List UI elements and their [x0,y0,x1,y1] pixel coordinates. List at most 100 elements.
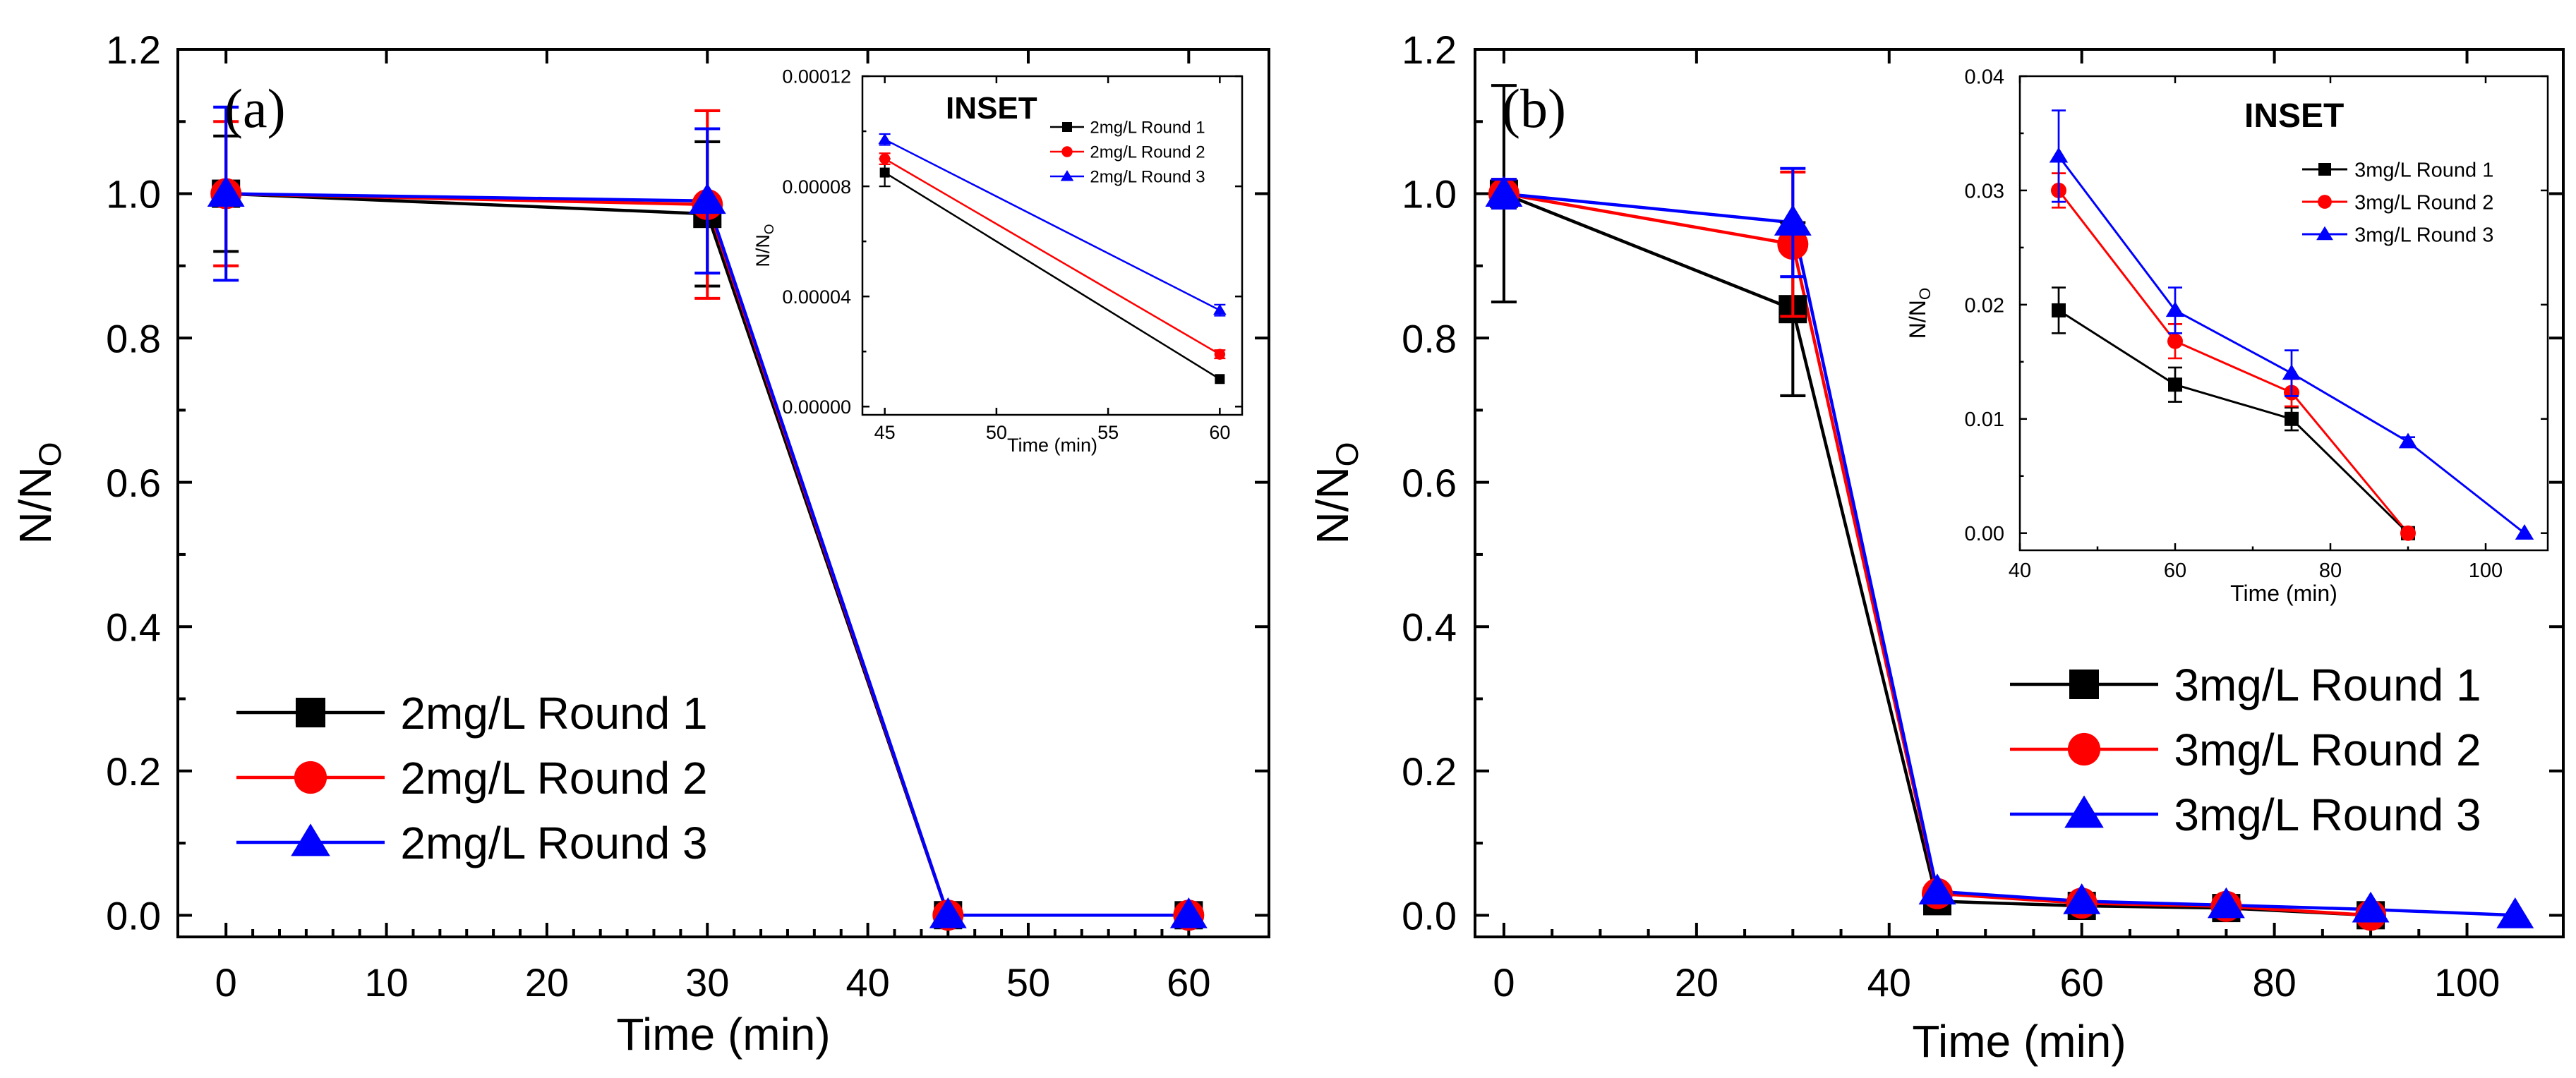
panel-b-inset-series-1-point [2285,411,2299,426]
panel-b-chart: 0 20 40 60 80 100 0.0 0.2 0.4 0.6 0.8 1.0 1.2 Time (m… [1307,28,2565,1067]
panel-b-inset-legend-marker [2316,226,2333,241]
panel-a-y-tick-label: 1.2 [106,28,161,72]
panel-a-x-tick-label: 20 [525,960,569,1005]
panel-a-inset-series-2-point [879,153,891,164]
panel-b-inset-x-tick-label: 60 [2164,559,2186,582]
panel-a-y-tick-label: 1.0 [106,172,161,217]
panel-a-y-tick-label: 0.2 [106,749,161,794]
panel-a-inset-legend-label: 2mg/L Round 3 [1090,168,1205,187]
panel-b-x-tick-label: 80 [2252,960,2296,1005]
panel-a-inset-legend-label: 2mg/L Round 2 [1090,143,1205,162]
panel-a-inset-x-tick-label: 55 [1097,422,1119,443]
panel-b-inset-y-tick-label: 0.00 [1965,523,2004,545]
panel-a-inset-legend-marker [1060,170,1074,181]
panel-a-legend-marker [294,761,327,794]
panel-b-inset-series-2-line [2057,190,2409,534]
panel-a-inset-legend-marker [1062,122,1072,132]
panel-b-y-tick-label: 0.8 [1402,316,1457,361]
panel-a-inset-series-1-point [1215,374,1225,384]
panel-a-inset-series-3-point [878,133,891,145]
panel-b-x-tick-label: 20 [1675,960,1719,1005]
panel-a-legend-marker [291,823,330,856]
panel-a-data [207,105,1208,931]
panel-b-x-tick-label: 40 [1867,960,1911,1005]
panel-b-inset-x-tick-label: 40 [2009,559,2031,582]
panel-a-inset-series-1-line [884,171,1221,380]
panel-b-series-3-point [2496,897,2534,928]
panel-b-y-tick-label: 0.0 [1402,893,1457,938]
panel-b-inset-series-3-point [2515,524,2534,540]
panel-b-legend-marker [2067,732,2101,766]
panel-a-inset-x-tick-label: 50 [986,422,1007,443]
panel-b-inset-y-tick-label: 0.03 [1965,180,2004,202]
panel-b-series-3-point [1918,873,1956,904]
panel-b-inset-x-tick-label: 100 [2469,559,2503,582]
panel-b-series-3-point [1485,176,1523,207]
panel-b-x-axis-label: Time (min) [1912,1016,2126,1067]
panel-a-x-tick-label: 60 [1167,960,1210,1005]
panel-a-y-tick-label: 0.0 [106,893,161,938]
panel-a-inset: 45 50 55 60 0.00000 0.00004 0.00008 0.00012 Time… [752,66,1244,456]
panel-a-inset-x-tick-label: 60 [1209,422,1230,443]
panel-a-series-3-point [1169,897,1208,928]
panel-a-inset-series-1-point [879,167,890,178]
panel-a-inset-legend-marker [1061,146,1073,157]
panel-a-inset-legend: 2mg/L Round 1 2mg/L Round 2 2mg/L Round 3 [1050,119,1205,187]
panel-b-inset-title: INSET [2244,97,2344,135]
panel-b-legend-marker [2064,795,2104,828]
panel-a-inset-frame [861,75,1244,416]
panel-b-y-axis-label: N/NO [1307,442,1365,544]
panel-a-y-tick-label: 0.8 [106,316,161,361]
panel-b-x-tick-label: 60 [2060,960,2104,1005]
panel-a-y-axis-label: N/NO [10,442,68,544]
panel-b-inset-y-axis-label: N/NO [1905,288,1934,339]
panel-b-inset-series-3-point [2049,147,2069,163]
panel-a-inset-legend-label: 2mg/L Round 1 [1090,119,1205,138]
panel-a-legend-label: 2mg/L Round 3 [400,818,707,868]
panel-b-panel-label: (b) [1502,78,1566,139]
panel-a-inset-data [878,133,1227,384]
panel-b-y-tick-label: 1.0 [1402,172,1457,217]
panel-b-inset-series-1-point [2052,303,2066,317]
panel-a-chart: 0 10 20 30 40 50 60 0.0 0.2 0.4 0.6 0.8 1.0 1.2 Time (… [10,28,1270,1060]
panel-a-x-tick-label: 30 [685,960,729,1005]
panel-b-inset-legend: 3mg/L Round 1 3mg/L Round 2 3mg/L Round 3 [2302,159,2493,246]
panel-a-series-3-line [226,192,1189,917]
panel-b-inset-legend-label: 3mg/L Round 1 [2354,159,2493,181]
panel-a-panel-label: (a) [224,78,286,139]
panel-b-legend-label: 3mg/L Round 2 [2174,725,2481,775]
panel-a-y-tick-label: 0.6 [106,461,161,505]
panel-b-y-tick-label: 0.6 [1402,461,1457,505]
panel-a-inset-y-axis-label: N/NO [752,224,777,267]
panel-a-legend-label: 2mg/L Round 1 [400,688,707,739]
panel-a-series-3-point [929,897,967,928]
panel-b-x-tick-label: 100 [2434,960,2500,1005]
panel-b-y-tick-label: 0.2 [1402,749,1457,794]
panel-a-inset-x-tick-label: 45 [874,422,896,443]
panel-b-inset-y-tick-label: 0.02 [1965,294,2004,317]
panel-b-inset-y-tick-label: 0.01 [1965,408,2004,431]
panel-a-legend-marker [296,698,325,727]
panel-b-inset-series-3-point [2282,364,2301,380]
panel-b-inset-series-3-point [2165,301,2185,317]
panel-a-inset-y-tick-label: 0.00008 [782,176,851,198]
panel-b-inset-series-3-point [2398,432,2418,449]
panel-a-x-tick-label: 10 [364,960,408,1005]
panel-b-legend-marker [2069,670,2099,699]
panel-a-x-tick-label: 0 [215,960,237,1005]
panel-b-inset-series-2-point [2400,525,2416,541]
panel-a-inset-x-axis-label: Time (min) [1007,435,1097,456]
panel-a-legend: 2mg/L Round 1 2mg/L Round 2 2mg/L Round 3 [236,688,708,868]
panel-b-x-tick-label: 0 [1493,960,1515,1005]
panel-b-inset-data [2049,109,2534,541]
panel-b-inset-series-1-point [2168,377,2182,392]
panel-b-y-tick-label: 0.4 [1402,605,1457,649]
panel-b-inset-y-tick-label: 0.04 [1965,66,2004,88]
panel-b-inset-legend-marker [2318,163,2331,176]
panel-b-frame [1474,48,2565,938]
panel-a-inset-series-2-point [1214,349,1226,360]
panel-b-legend-label: 3mg/L Round 3 [2174,789,2481,840]
panel-a-x-axis-label: Time (min) [616,1009,830,1060]
panel-b-inset-background [2020,76,2548,550]
